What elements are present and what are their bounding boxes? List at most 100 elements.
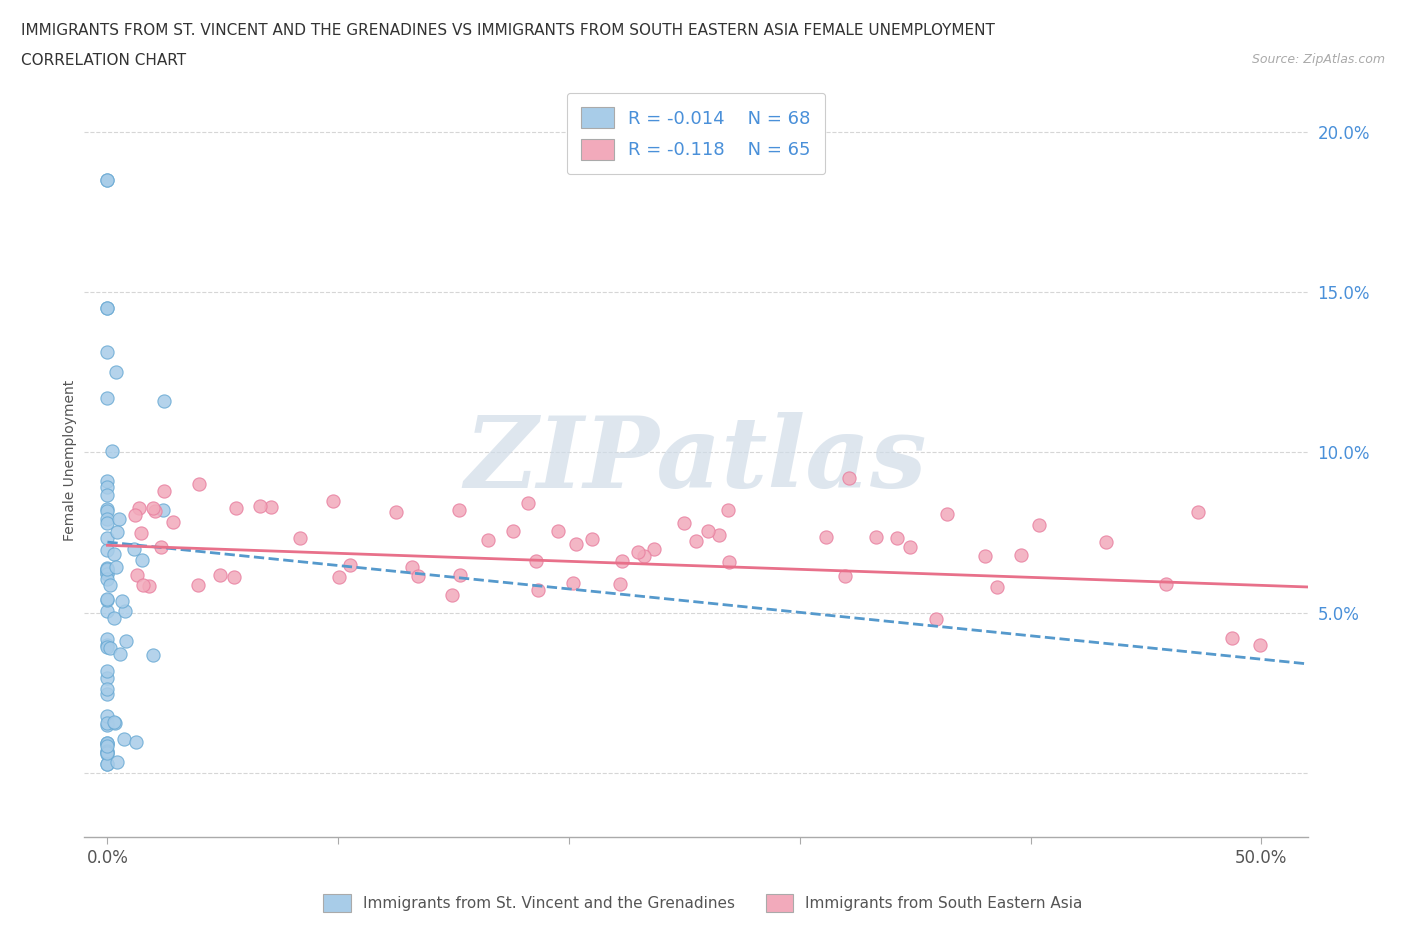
Point <box>815 529 838 544</box>
Point <box>124 508 146 523</box>
Point <box>526 582 548 597</box>
Point <box>96 566 118 581</box>
Point <box>96 718 118 733</box>
Point <box>633 549 655 564</box>
Point <box>122 541 145 556</box>
Point <box>672 516 695 531</box>
Point <box>96 543 118 558</box>
Point <box>249 498 271 513</box>
Point <box>96 391 118 405</box>
Point <box>96 738 118 753</box>
Point <box>96 501 118 516</box>
Point <box>128 501 150 516</box>
Point <box>150 539 173 554</box>
Point <box>328 570 350 585</box>
Point <box>1028 518 1050 533</box>
Point <box>96 172 118 187</box>
Point <box>138 578 160 593</box>
Point <box>1010 548 1032 563</box>
Point <box>547 524 569 538</box>
Point <box>643 541 665 556</box>
Point <box>96 503 118 518</box>
Point <box>96 487 118 502</box>
Point <box>103 547 125 562</box>
Point <box>96 480 118 495</box>
Point <box>477 532 499 547</box>
Point <box>339 557 361 572</box>
Point <box>162 514 184 529</box>
Point <box>96 736 118 751</box>
Point <box>96 663 118 678</box>
Point <box>96 640 118 655</box>
Point <box>96 736 118 751</box>
Point <box>96 344 118 359</box>
Point <box>609 577 631 591</box>
Point <box>96 512 118 526</box>
Point <box>986 580 1008 595</box>
Point <box>107 512 129 526</box>
Point <box>290 531 312 546</box>
Point <box>936 507 959 522</box>
Point <box>100 578 122 592</box>
Legend: R = -0.014    N = 68, R = -0.118    N = 65: R = -0.014 N = 68, R = -0.118 N = 65 <box>567 93 825 174</box>
Point <box>96 757 118 772</box>
Point <box>96 746 118 761</box>
Point <box>96 474 118 489</box>
Point <box>1220 631 1243 645</box>
Point <box>717 554 740 569</box>
Point <box>125 568 148 583</box>
Point <box>96 562 118 577</box>
Point <box>100 641 122 656</box>
Point <box>685 534 707 549</box>
Point <box>187 578 209 592</box>
Point <box>105 525 128 539</box>
Point <box>222 570 245 585</box>
Point <box>865 530 887 545</box>
Point <box>129 525 152 540</box>
Point <box>96 560 118 575</box>
Point <box>153 484 176 498</box>
Point <box>406 568 429 583</box>
Point <box>108 647 131 662</box>
Point <box>105 365 128 379</box>
Point <box>188 477 211 492</box>
Point <box>610 554 633 569</box>
Point <box>125 735 148 750</box>
Point <box>96 757 118 772</box>
Point <box>565 537 588 551</box>
Point <box>112 732 135 747</box>
Point <box>925 612 948 627</box>
Point <box>974 549 997 564</box>
Point <box>886 530 908 545</box>
Point <box>101 444 124 458</box>
Point <box>96 516 118 531</box>
Point <box>96 592 118 607</box>
Point <box>96 715 118 730</box>
Point <box>516 496 538 511</box>
Point <box>96 709 118 724</box>
Point <box>111 593 134 608</box>
Point <box>96 562 118 577</box>
Point <box>96 671 118 686</box>
Point <box>96 531 118 546</box>
Point <box>449 568 471 583</box>
Point <box>225 500 247 515</box>
Point <box>104 716 127 731</box>
Point <box>96 743 118 758</box>
Point <box>105 755 128 770</box>
Point <box>1187 504 1209 519</box>
Point <box>717 502 740 517</box>
Point <box>114 604 136 618</box>
Point <box>1095 535 1118 550</box>
Point <box>260 499 283 514</box>
Point <box>96 737 118 751</box>
Point <box>834 569 856 584</box>
Text: ZIPatlas: ZIPatlas <box>465 412 927 509</box>
Point <box>524 553 547 568</box>
Point <box>96 300 118 315</box>
Point <box>143 504 166 519</box>
Text: CORRELATION CHART: CORRELATION CHART <box>21 53 186 68</box>
Point <box>131 552 153 567</box>
Y-axis label: Female Unemployment: Female Unemployment <box>63 379 77 541</box>
Point <box>707 528 730 543</box>
